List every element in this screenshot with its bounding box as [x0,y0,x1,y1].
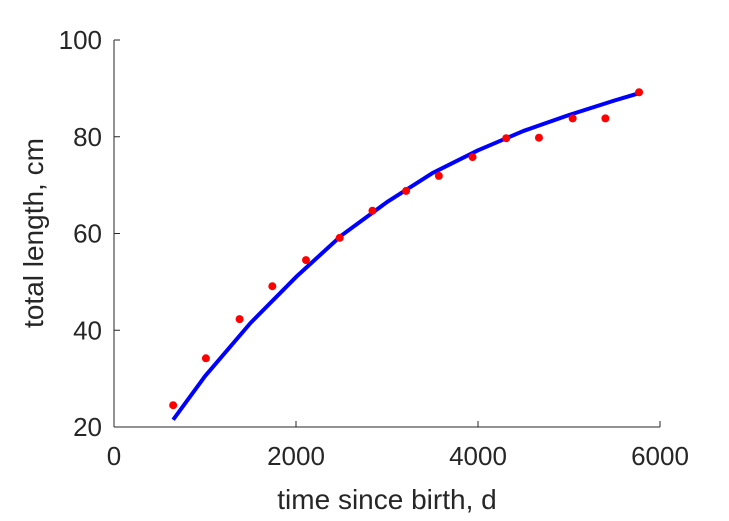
data-point [268,282,277,291]
data-point [335,233,344,242]
plot-area [169,88,644,421]
data-point [434,171,443,180]
y-axis-label: total length, cm [18,138,49,328]
data-point [534,133,543,142]
data-point [169,401,178,410]
ticks: 0 2000 4000 6000 20 40 60 80 100 [59,25,689,471]
y-tick-label: 20 [73,412,102,442]
data-point [402,186,411,195]
x-tick-label: 6000 [631,441,689,471]
y-tick-label: 80 [73,122,102,152]
x-tick-label: 0 [107,441,121,471]
data-point [302,256,311,265]
x-tick-label: 2000 [267,441,325,471]
y-tick-label: 40 [73,315,102,345]
data-point [201,354,210,363]
axes [113,40,660,428]
data-point [568,114,577,123]
y-tick-label: 100 [59,25,102,55]
data-point [468,153,477,162]
x-axis-label: time since birth, d [277,484,496,515]
data-point [502,134,511,143]
x-tick-label: 4000 [449,441,507,471]
data-point [601,114,610,123]
data-point [368,206,377,215]
fit-curve [171,91,640,421]
data-point [635,88,644,97]
data-point [235,315,244,324]
y-tick-label: 60 [73,219,102,249]
